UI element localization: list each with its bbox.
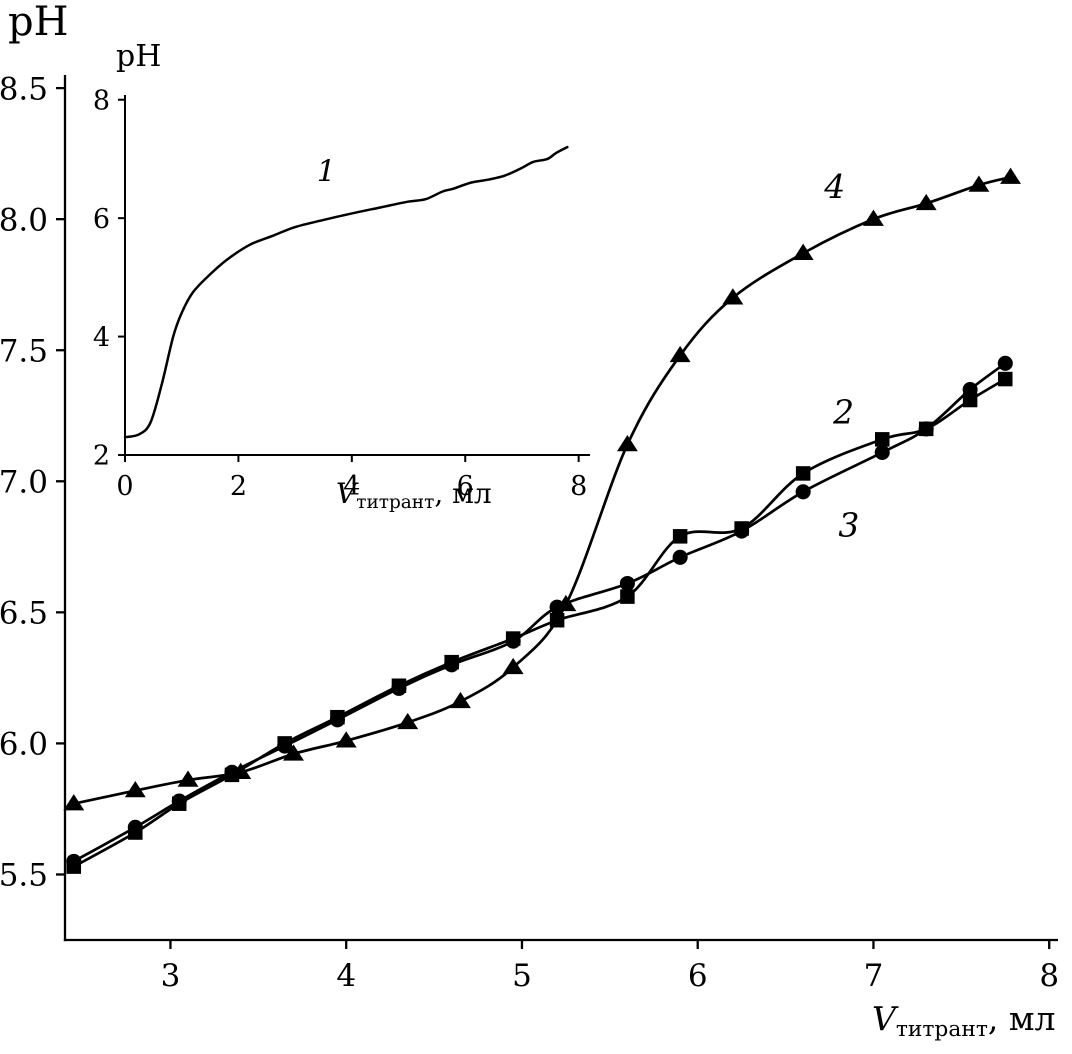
svg-text:4: 4: [93, 322, 110, 353]
svg-text:7.5: 7.5: [0, 333, 48, 369]
main-volume-unit: , мл: [987, 999, 1056, 1038]
svg-text:5: 5: [512, 958, 532, 994]
main-curve-label-3: 3: [838, 505, 859, 544]
svg-text:8: 8: [1039, 958, 1059, 994]
svg-text:2: 2: [93, 441, 110, 472]
inset-curve-label-1: 1: [317, 154, 336, 189]
svg-text:6: 6: [688, 958, 708, 994]
main-volume-subscript: титрант: [895, 1017, 988, 1043]
svg-text:7.0: 7.0: [0, 464, 48, 500]
svg-text:2: 2: [230, 471, 247, 502]
inset-series-1: [123, 145, 569, 439]
main-axes: 3 4 5 6 7 8 5.5 6.0 6.5 7.0 7.5 8.0 8.5: [0, 71, 1059, 994]
svg-text:8.0: 8.0: [0, 202, 48, 238]
svg-text:4: 4: [343, 471, 360, 502]
inset-volume-symbol: V: [336, 477, 357, 510]
svg-text:8: 8: [570, 471, 587, 502]
main-curve-label-4: 4: [823, 167, 845, 206]
svg-text:5.5: 5.5: [0, 858, 48, 894]
svg-text:6: 6: [93, 204, 110, 235]
svg-text:6.0: 6.0: [0, 727, 48, 763]
svg-text:3: 3: [161, 958, 181, 994]
main-volume-symbol: V: [872, 999, 896, 1038]
svg-text:7: 7: [864, 958, 884, 994]
main-curve-label-2: 2: [832, 393, 854, 432]
inset-volume-unit: , мл: [434, 477, 492, 510]
inset-volume-subscript: титрант: [356, 492, 435, 514]
svg-text:8.5: 8.5: [0, 71, 48, 107]
inset-x-axis-title: Vтитрант, мл: [336, 477, 492, 512]
inset-y-axis-title-ph: pH: [116, 39, 162, 74]
svg-text:0: 0: [116, 471, 133, 502]
main-series-2: [66, 371, 1013, 874]
main-x-axis-title: Vтитрант, мл: [872, 999, 1056, 1040]
svg-text:8: 8: [93, 85, 110, 116]
main-y-axis-title-ph: pH: [8, 0, 69, 45]
main-series-3: [66, 355, 1013, 869]
svg-text:6.5: 6.5: [0, 596, 48, 632]
svg-text:6: 6: [457, 471, 474, 502]
main-series-4: [63, 167, 1021, 811]
svg-text:4: 4: [336, 958, 356, 994]
chart-main: 3 4 5 6 7 8 5.5 6.0 6.5 7.0 7.5 8.0 8.5 4 2 3: [0, 71, 1059, 994]
